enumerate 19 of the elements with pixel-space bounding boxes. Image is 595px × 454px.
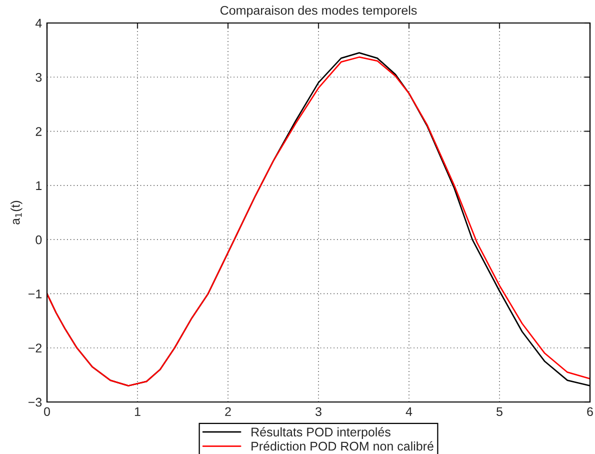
x-tick-label: 6 [587,407,593,416]
x-tick-label: 2 [225,407,231,416]
chart-title: Comparaison des modes temporels [220,6,417,18]
y-tick-label: 0 [36,235,42,244]
y-axis-title: a$_{1}$(t) [10,200,22,224]
y-tick-label: −2 [28,344,42,352]
x-tick-label: 4 [406,407,412,416]
y-tick-label: 1 [36,181,42,190]
x-tick-label: 0 [44,407,50,416]
x-tick-label: 3 [316,407,322,416]
y-tick-label: −1 [28,290,42,298]
y-tick-label: 2 [36,127,42,136]
x-tick-label: 5 [496,407,502,416]
y-tick-label: −3 [28,398,42,407]
legend-label: Résultats POD interpolés [252,427,390,439]
y-tick-label: 3 [36,72,42,82]
legend-label: Prédiction POD ROM non calibré [252,441,434,451]
y-tick-label: 4 [35,18,42,28]
x-tick-label: 1 [134,407,140,416]
